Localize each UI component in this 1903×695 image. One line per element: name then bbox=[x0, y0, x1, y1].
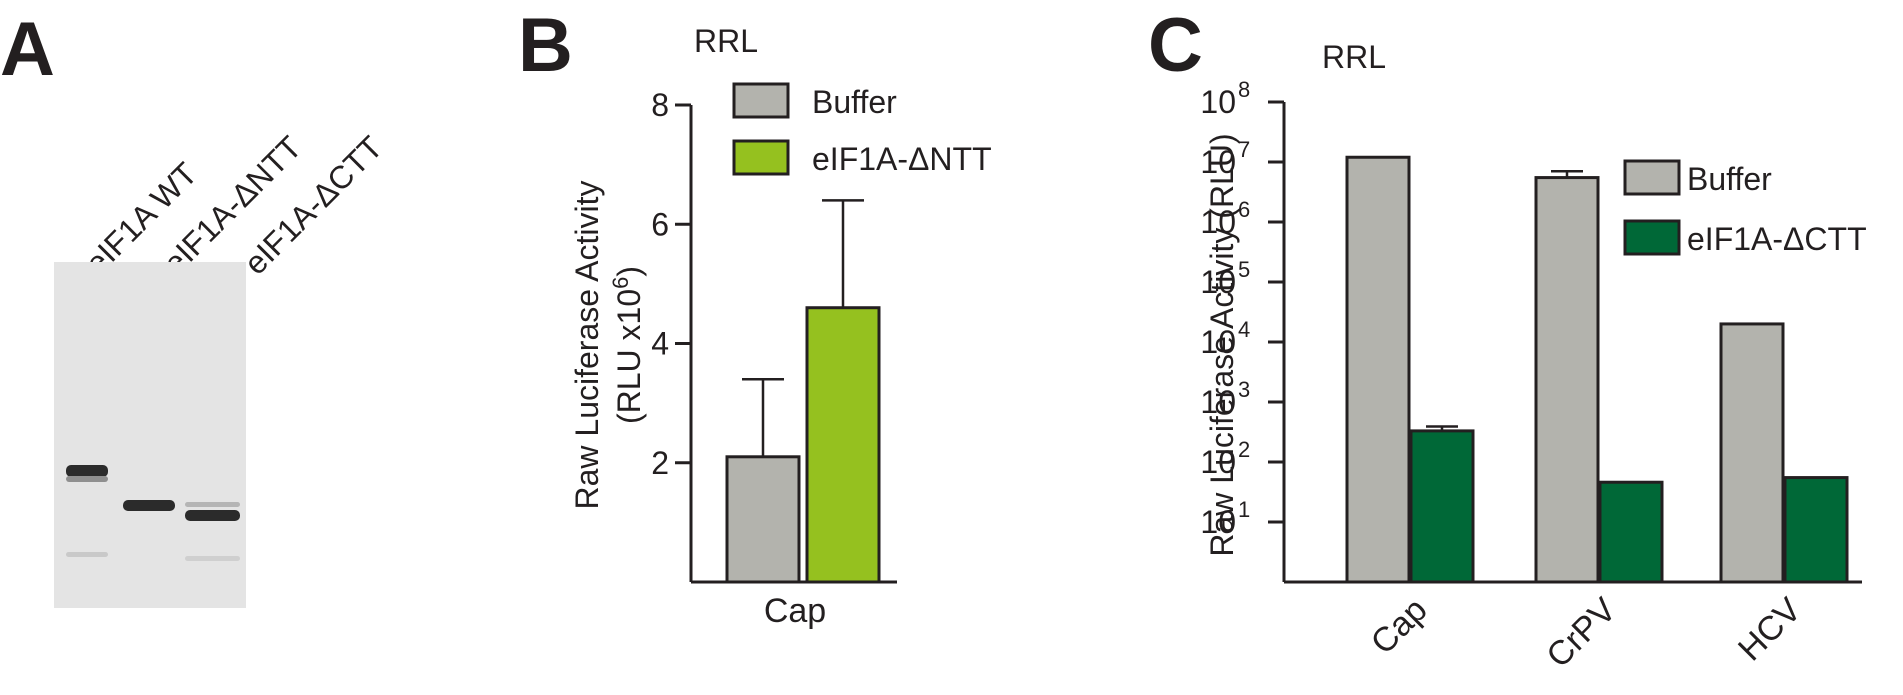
chart-c-y-tick-label: 10 bbox=[1200, 444, 1236, 480]
gel-band bbox=[185, 502, 240, 507]
chart-b-bar bbox=[725, 455, 801, 584]
chart-b-y-tick-label: 8 bbox=[651, 87, 669, 123]
chart-c-y-tick-exponent: 7 bbox=[1238, 137, 1250, 162]
chart-c-y-tick-label: 10 bbox=[1200, 264, 1236, 300]
chart-c-ylabel: Raw Luciferase Activity (RLU) bbox=[1204, 133, 1240, 556]
chart-b-y-tick-label: 2 bbox=[651, 445, 669, 481]
chart-c-title: RRL bbox=[1322, 39, 1386, 75]
chart-c-legend-swatch bbox=[1623, 159, 1681, 196]
chart-c-y-tick-label: 10 bbox=[1200, 384, 1236, 420]
gel-band bbox=[185, 510, 240, 521]
chart-b-ylabel-units: (RLU x106) bbox=[608, 266, 647, 424]
chart-c-x-tick-label: CrPV bbox=[1539, 591, 1624, 676]
panel-c-letter: C bbox=[1148, 3, 1203, 88]
chart-b-y-tick-label: 4 bbox=[651, 326, 669, 362]
gel-band bbox=[66, 552, 108, 557]
chart-c-bar bbox=[1719, 322, 1785, 584]
panel-a-letter: A bbox=[0, 7, 55, 92]
chart-c-y-tick-exponent: 2 bbox=[1238, 437, 1250, 462]
chart-b-ylabel-exponent: 6 bbox=[608, 277, 633, 289]
chart-c-y-tick-label: 10 bbox=[1200, 324, 1236, 360]
chart-b-ylabel-close: ) bbox=[611, 266, 647, 277]
chart-c-legend-swatch bbox=[1623, 219, 1681, 256]
chart-b-ylabel-units-text: (RLU x10 bbox=[611, 289, 647, 424]
chart-c-y-tick-label: 10 bbox=[1200, 504, 1236, 540]
chart-b-legend-swatch bbox=[732, 82, 790, 119]
chart-c-x-tick-label: HCV bbox=[1731, 591, 1809, 669]
chart-c-bar bbox=[1534, 176, 1600, 584]
chart-b-y-tick-label: 6 bbox=[651, 206, 669, 242]
chart-c-ylabel-group: Raw Luciferase Activity (RLU) bbox=[1204, 133, 1240, 556]
chart-c-y-tick-exponent: 3 bbox=[1238, 377, 1250, 402]
chart-c-y-tick-exponent: 8 bbox=[1238, 77, 1250, 102]
chart-c-y-tick-label: 10 bbox=[1200, 204, 1236, 240]
chart-b-legend-label: eIF1A-ΔNTT bbox=[812, 141, 992, 177]
chart-b-ylabel-group: Raw Luciferase Activity (RLU x106) bbox=[569, 180, 647, 509]
chart-b-legend-label: Buffer bbox=[812, 84, 897, 120]
chart-c-y-tick-label: 10 bbox=[1200, 144, 1236, 180]
chart-c-bar bbox=[1345, 155, 1411, 584]
chart-b-x-tick-label: Cap bbox=[764, 592, 826, 630]
chart-c-y-tick-label: 10 bbox=[1200, 84, 1236, 120]
gel-band bbox=[66, 476, 108, 482]
gel-band bbox=[66, 465, 108, 477]
chart-b-legend-swatch bbox=[732, 139, 790, 176]
chart-c-y-tick-exponent: 6 bbox=[1238, 197, 1250, 222]
chart-c-y-tick-exponent: 1 bbox=[1238, 497, 1250, 522]
chart-c-bar bbox=[1598, 480, 1664, 584]
chart-c-bar bbox=[1783, 476, 1849, 584]
gel-band bbox=[123, 500, 175, 511]
chart-b-ylabel: Raw Luciferase Activity bbox=[569, 180, 605, 509]
chart-b-title: RRL bbox=[694, 23, 758, 59]
gel-image bbox=[54, 262, 246, 608]
chart-c-y-tick-exponent: 4 bbox=[1238, 317, 1250, 342]
chart-c-y-tick-exponent: 5 bbox=[1238, 257, 1250, 282]
panel-b-letter: B bbox=[518, 3, 573, 88]
chart-c-legend-label: eIF1A-ΔCTT bbox=[1687, 221, 1867, 257]
gel-band bbox=[185, 556, 240, 561]
chart-c-x-tick-label: Cap bbox=[1364, 591, 1435, 662]
chart-c-bar bbox=[1409, 429, 1475, 584]
chart-b-bar bbox=[805, 306, 881, 584]
chart-c-legend-label: Buffer bbox=[1687, 161, 1772, 197]
